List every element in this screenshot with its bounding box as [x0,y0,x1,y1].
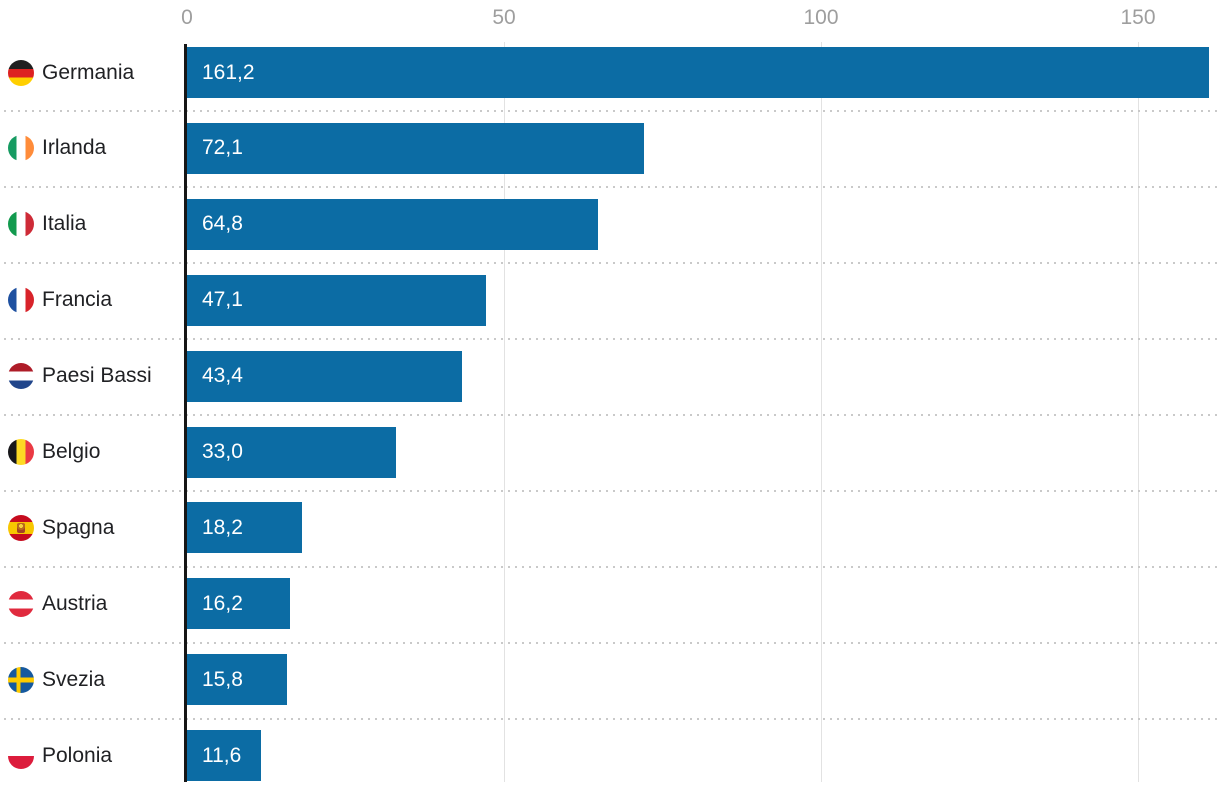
bar: 47,1 [187,274,486,326]
country-label: Italia [42,212,87,236]
row-separator [4,565,1220,568]
country-label: Spagna [42,515,115,539]
spain-flag-icon [8,514,34,541]
y-axis-line [184,44,187,782]
x-axis-tick-label: 150 [1120,6,1156,29]
netherlands-flag-icon [8,363,34,390]
country-label: Irlanda [42,136,107,160]
france-flag-icon [8,287,34,314]
bar-row: Svezia 15,8 [0,654,1220,706]
row-separator [4,262,1220,265]
country-label: Belgio [42,440,101,463]
bar: 161,2 [187,47,1209,98]
bar: 16,2 [187,578,290,630]
bar-row: Irlanda 72,1 [0,122,1220,174]
row-separator [4,717,1220,720]
bar-value-label: 47,1 [202,288,243,312]
bar-row: Belgio 33,0 [0,426,1220,478]
bar-value-label: 11,6 [202,743,242,767]
bar-value-label: 72,1 [202,136,243,160]
bar-value-label: 33,0 [202,440,243,463]
bar-row: Spagna 18,2 [0,502,1220,554]
bar: 18,2 [187,502,303,554]
x-gridline [820,42,822,782]
row-separator [4,641,1220,644]
bar: 11,6 [187,730,261,782]
sweden-flag-icon [8,666,34,693]
country-label: Francia [42,288,113,312]
country-label: Austria [42,591,108,615]
ireland-flag-icon [8,135,34,162]
bar-row: Francia 47,1 [0,274,1220,326]
bar-value-label: 15,8 [202,667,243,691]
germany-flag-icon [8,59,34,86]
country-label: Svezia [42,667,106,691]
x-gridline [1137,42,1139,782]
x-axis-tick-label: 50 [492,6,516,29]
bar: 15,8 [187,654,288,706]
italy-flag-icon [8,211,34,238]
row-separator [4,489,1220,492]
poland-flag-icon [8,742,34,769]
country-label: Polonia [42,743,113,767]
bar-row: Austria 16,2 [0,578,1220,630]
country-label: Germania [42,60,135,84]
bar-value-label: 43,4 [202,364,243,388]
bar-value-label: 16,2 [202,591,243,615]
bar-row: Italia 64,8 [0,198,1220,250]
x-axis-tick-label: 0 [181,6,193,29]
row-separator [4,186,1220,189]
bar-row: Paesi Bassi 43,4 [0,350,1220,402]
bar-value-label: 18,2 [202,515,243,539]
x-gridline [503,42,505,782]
belgium-flag-icon [8,439,34,465]
row-separator [4,110,1220,113]
bar-row: Polonia 11,6 [0,730,1220,782]
row-separator [4,414,1220,416]
austria-flag-icon [8,590,34,617]
bar: 72,1 [187,122,645,174]
bar-row: Germania 161,2 [0,47,1220,98]
bar: 33,0 [187,426,397,478]
bar: 64,8 [187,198,598,250]
bar-value-label: 64,8 [202,212,243,236]
x-axis-tick-label: 100 [803,6,839,29]
bar-value-label: 161,2 [202,60,255,84]
bar: 43,4 [187,350,463,402]
country-label: Paesi Bassi [42,364,152,388]
row-separator [4,338,1220,341]
